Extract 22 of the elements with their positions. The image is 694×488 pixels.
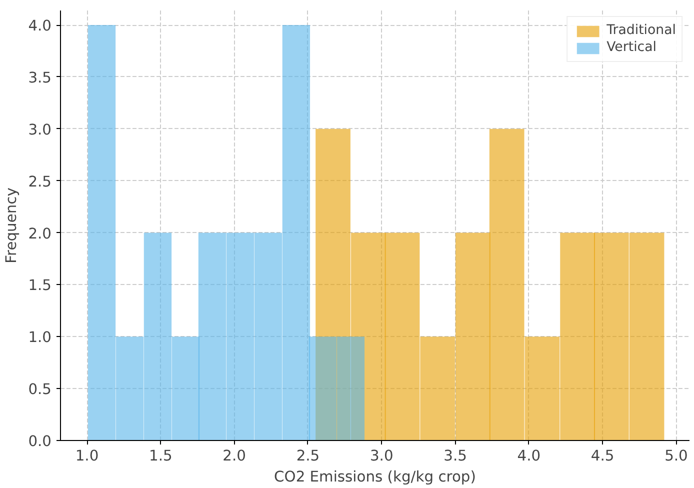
x-tick-label: 4.0 — [517, 448, 541, 464]
y-tick-label: 3.5 — [28, 69, 52, 86]
x-axis-title: CO2 Emissions (kg/kg crop) — [274, 468, 476, 486]
y-tick-label: 1.0 — [28, 329, 52, 346]
y-tick-label: 1.5 — [28, 277, 52, 294]
x-tick-label: 4.5 — [590, 448, 614, 464]
y-tick-label: 2.0 — [28, 225, 52, 242]
y-tick-label: 4.0 — [28, 18, 52, 35]
x-tick-label: 2.5 — [296, 448, 320, 464]
y-axis-title: Frequency — [3, 187, 20, 264]
y-tick-label: 0.5 — [28, 381, 52, 398]
legend-label: Traditional — [606, 23, 676, 38]
y-tick-label: 2.5 — [28, 173, 52, 190]
x-tick-label: 3.5 — [444, 448, 467, 464]
x-tick-label: 1.0 — [75, 448, 99, 464]
x-tick-label: 5.0 — [664, 448, 688, 464]
x-tick-label: 3.0 — [370, 448, 394, 464]
y-tick-label: 3.0 — [28, 121, 52, 138]
y-tick-label: 0.0 — [28, 433, 52, 450]
x-tick-label: 1.5 — [149, 448, 172, 464]
x-tick-label: 2.0 — [222, 448, 246, 464]
legend-label: Vertical — [606, 40, 656, 55]
